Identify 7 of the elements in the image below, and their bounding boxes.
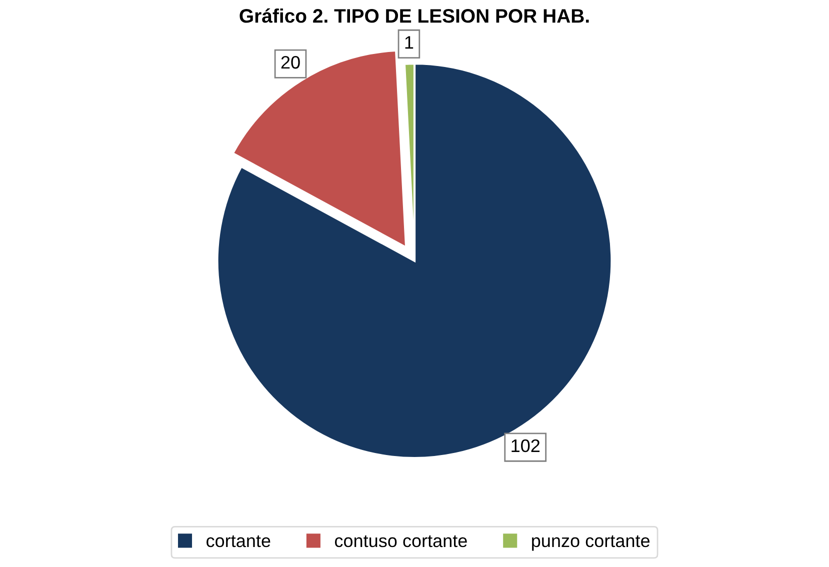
legend-label: contuso cortante	[334, 535, 467, 548]
legend-label: cortante	[206, 535, 270, 548]
data-label: 102	[512, 439, 540, 452]
data-label: 1	[405, 36, 414, 49]
legend-label: punzo cortante	[532, 535, 650, 551]
data-label: 20	[281, 56, 300, 69]
chart-title: Gráfico 2. TIPO DE LESION POR HAB.	[240, 8, 589, 23]
